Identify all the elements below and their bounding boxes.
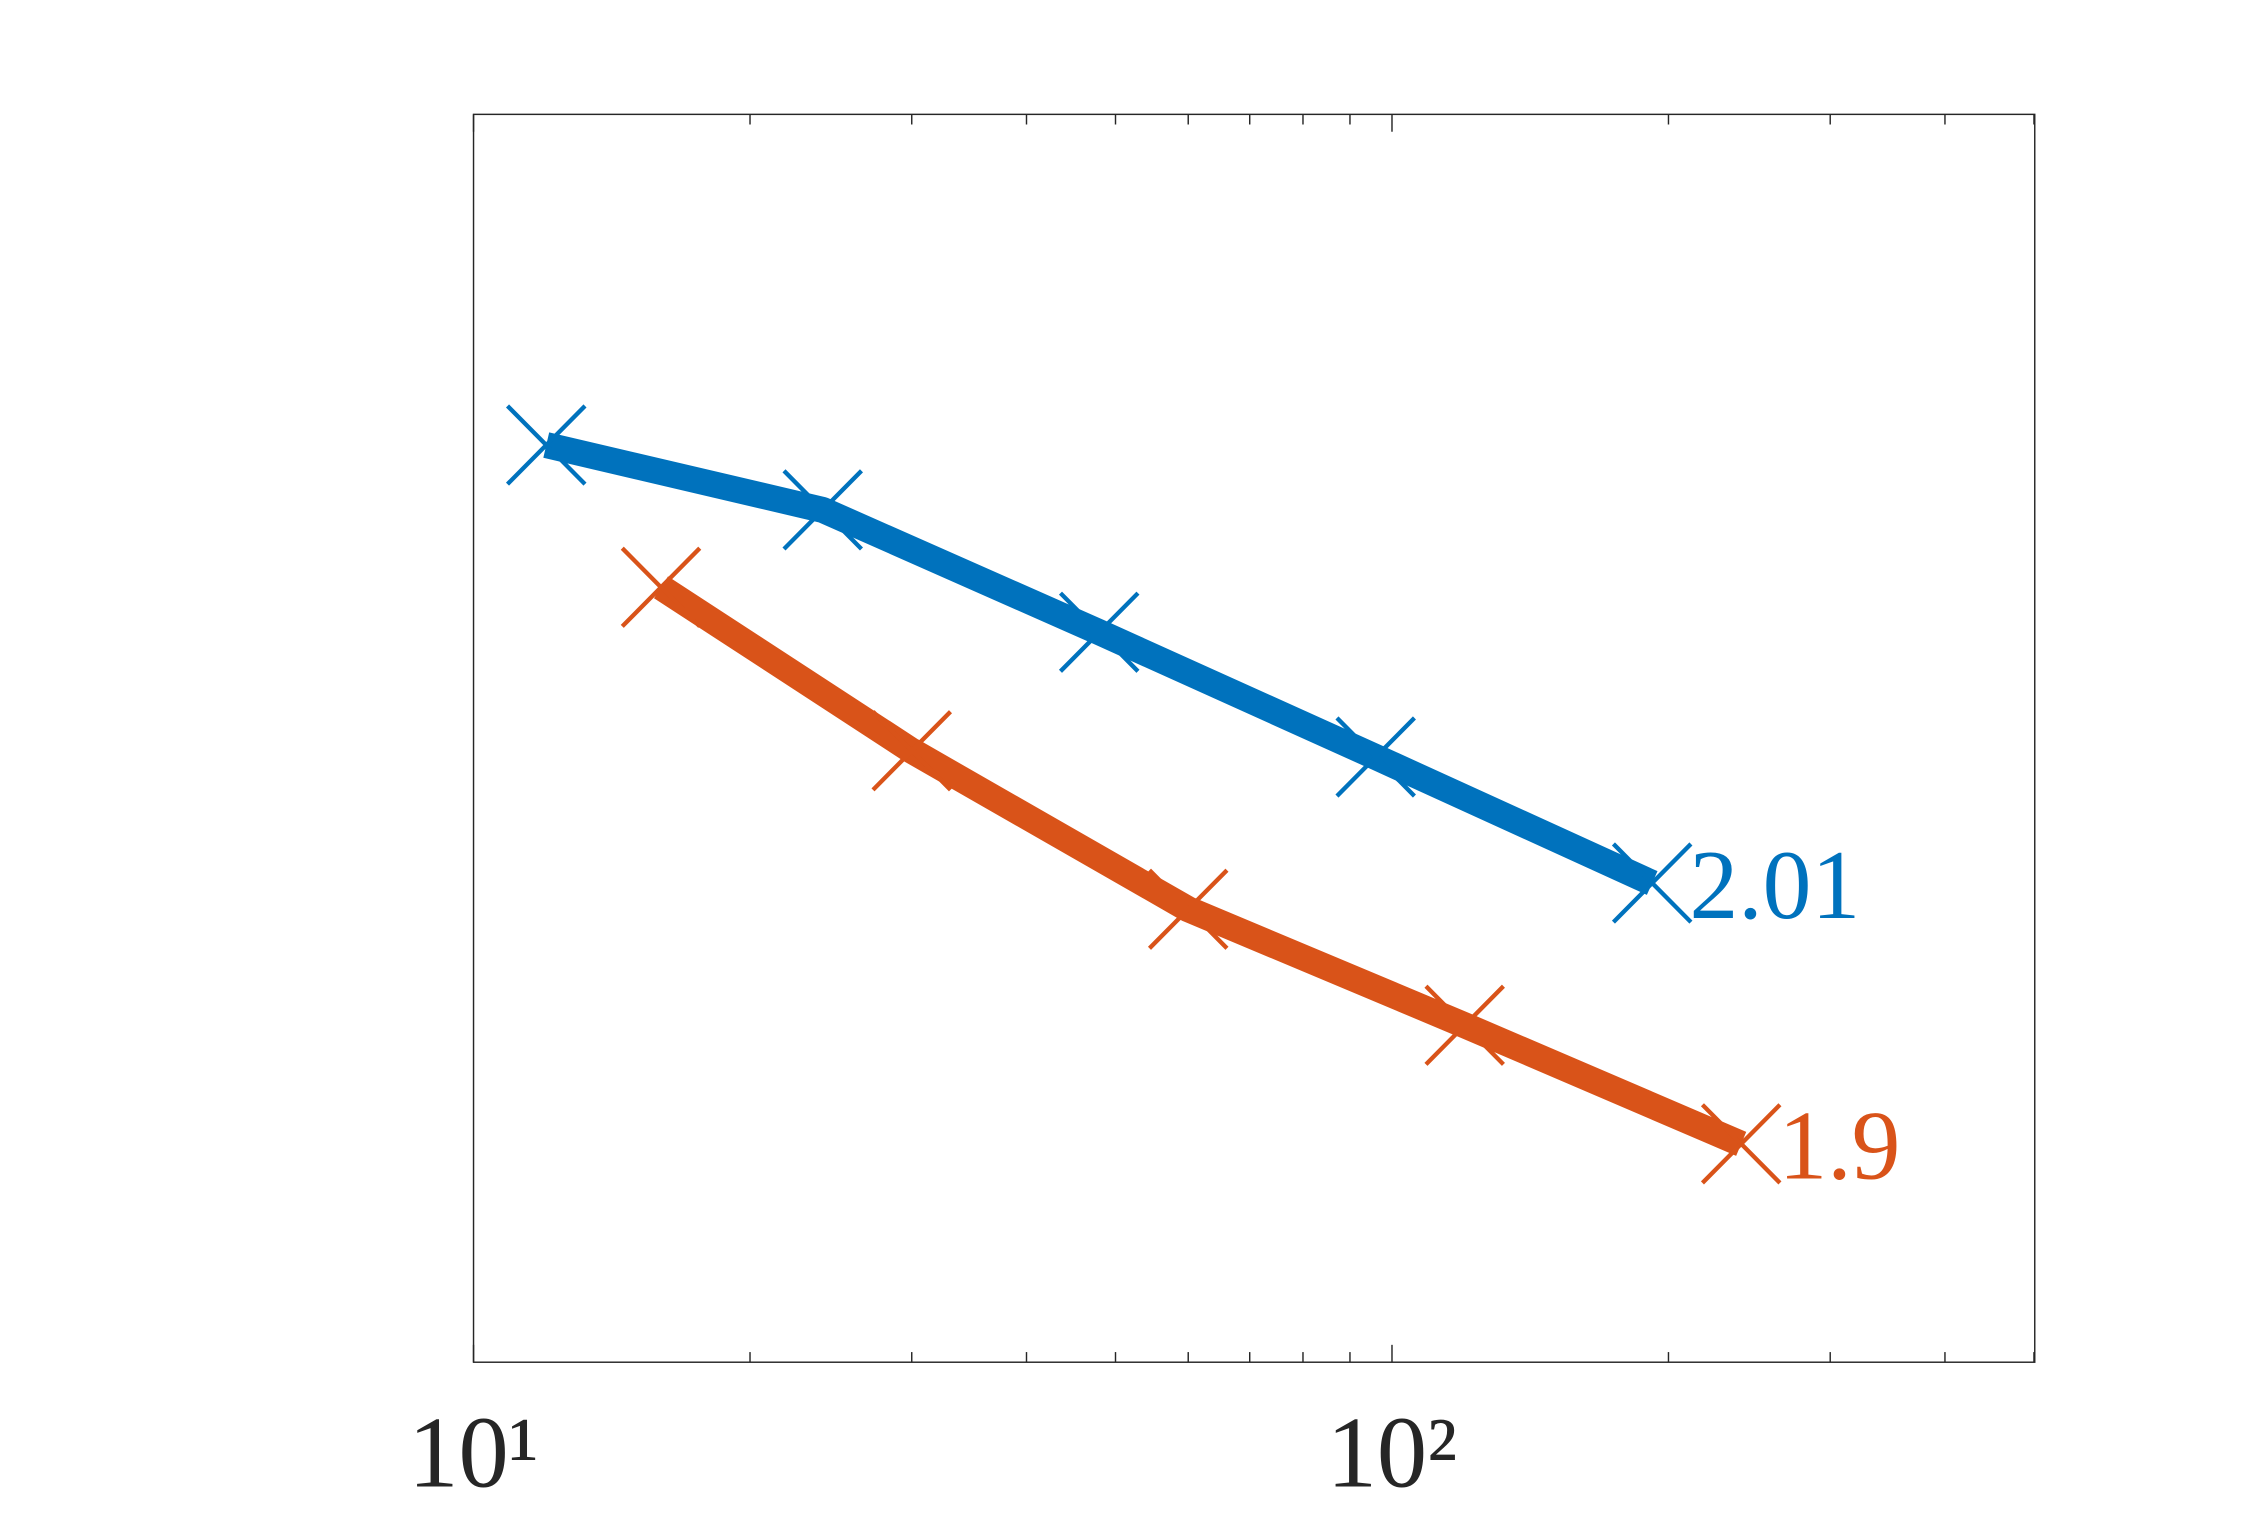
marker: [1700, 1103, 1782, 1185]
end-label: 2.01: [1689, 831, 1860, 939]
marker: [505, 404, 587, 486]
marker: [1424, 984, 1505, 1066]
marker: [782, 469, 864, 551]
end-label: 1.9: [1779, 1092, 1901, 1200]
x-tick-label: 10¹: [408, 1396, 539, 1508]
marker: [1611, 842, 1693, 924]
marker: [871, 710, 953, 792]
marker: [1147, 868, 1229, 950]
marker: [1058, 591, 1140, 673]
marker: [620, 546, 702, 628]
plot-area: [472, 113, 2036, 1363]
marker: [1335, 716, 1416, 798]
x-tick-label: 10²: [1327, 1396, 1458, 1508]
